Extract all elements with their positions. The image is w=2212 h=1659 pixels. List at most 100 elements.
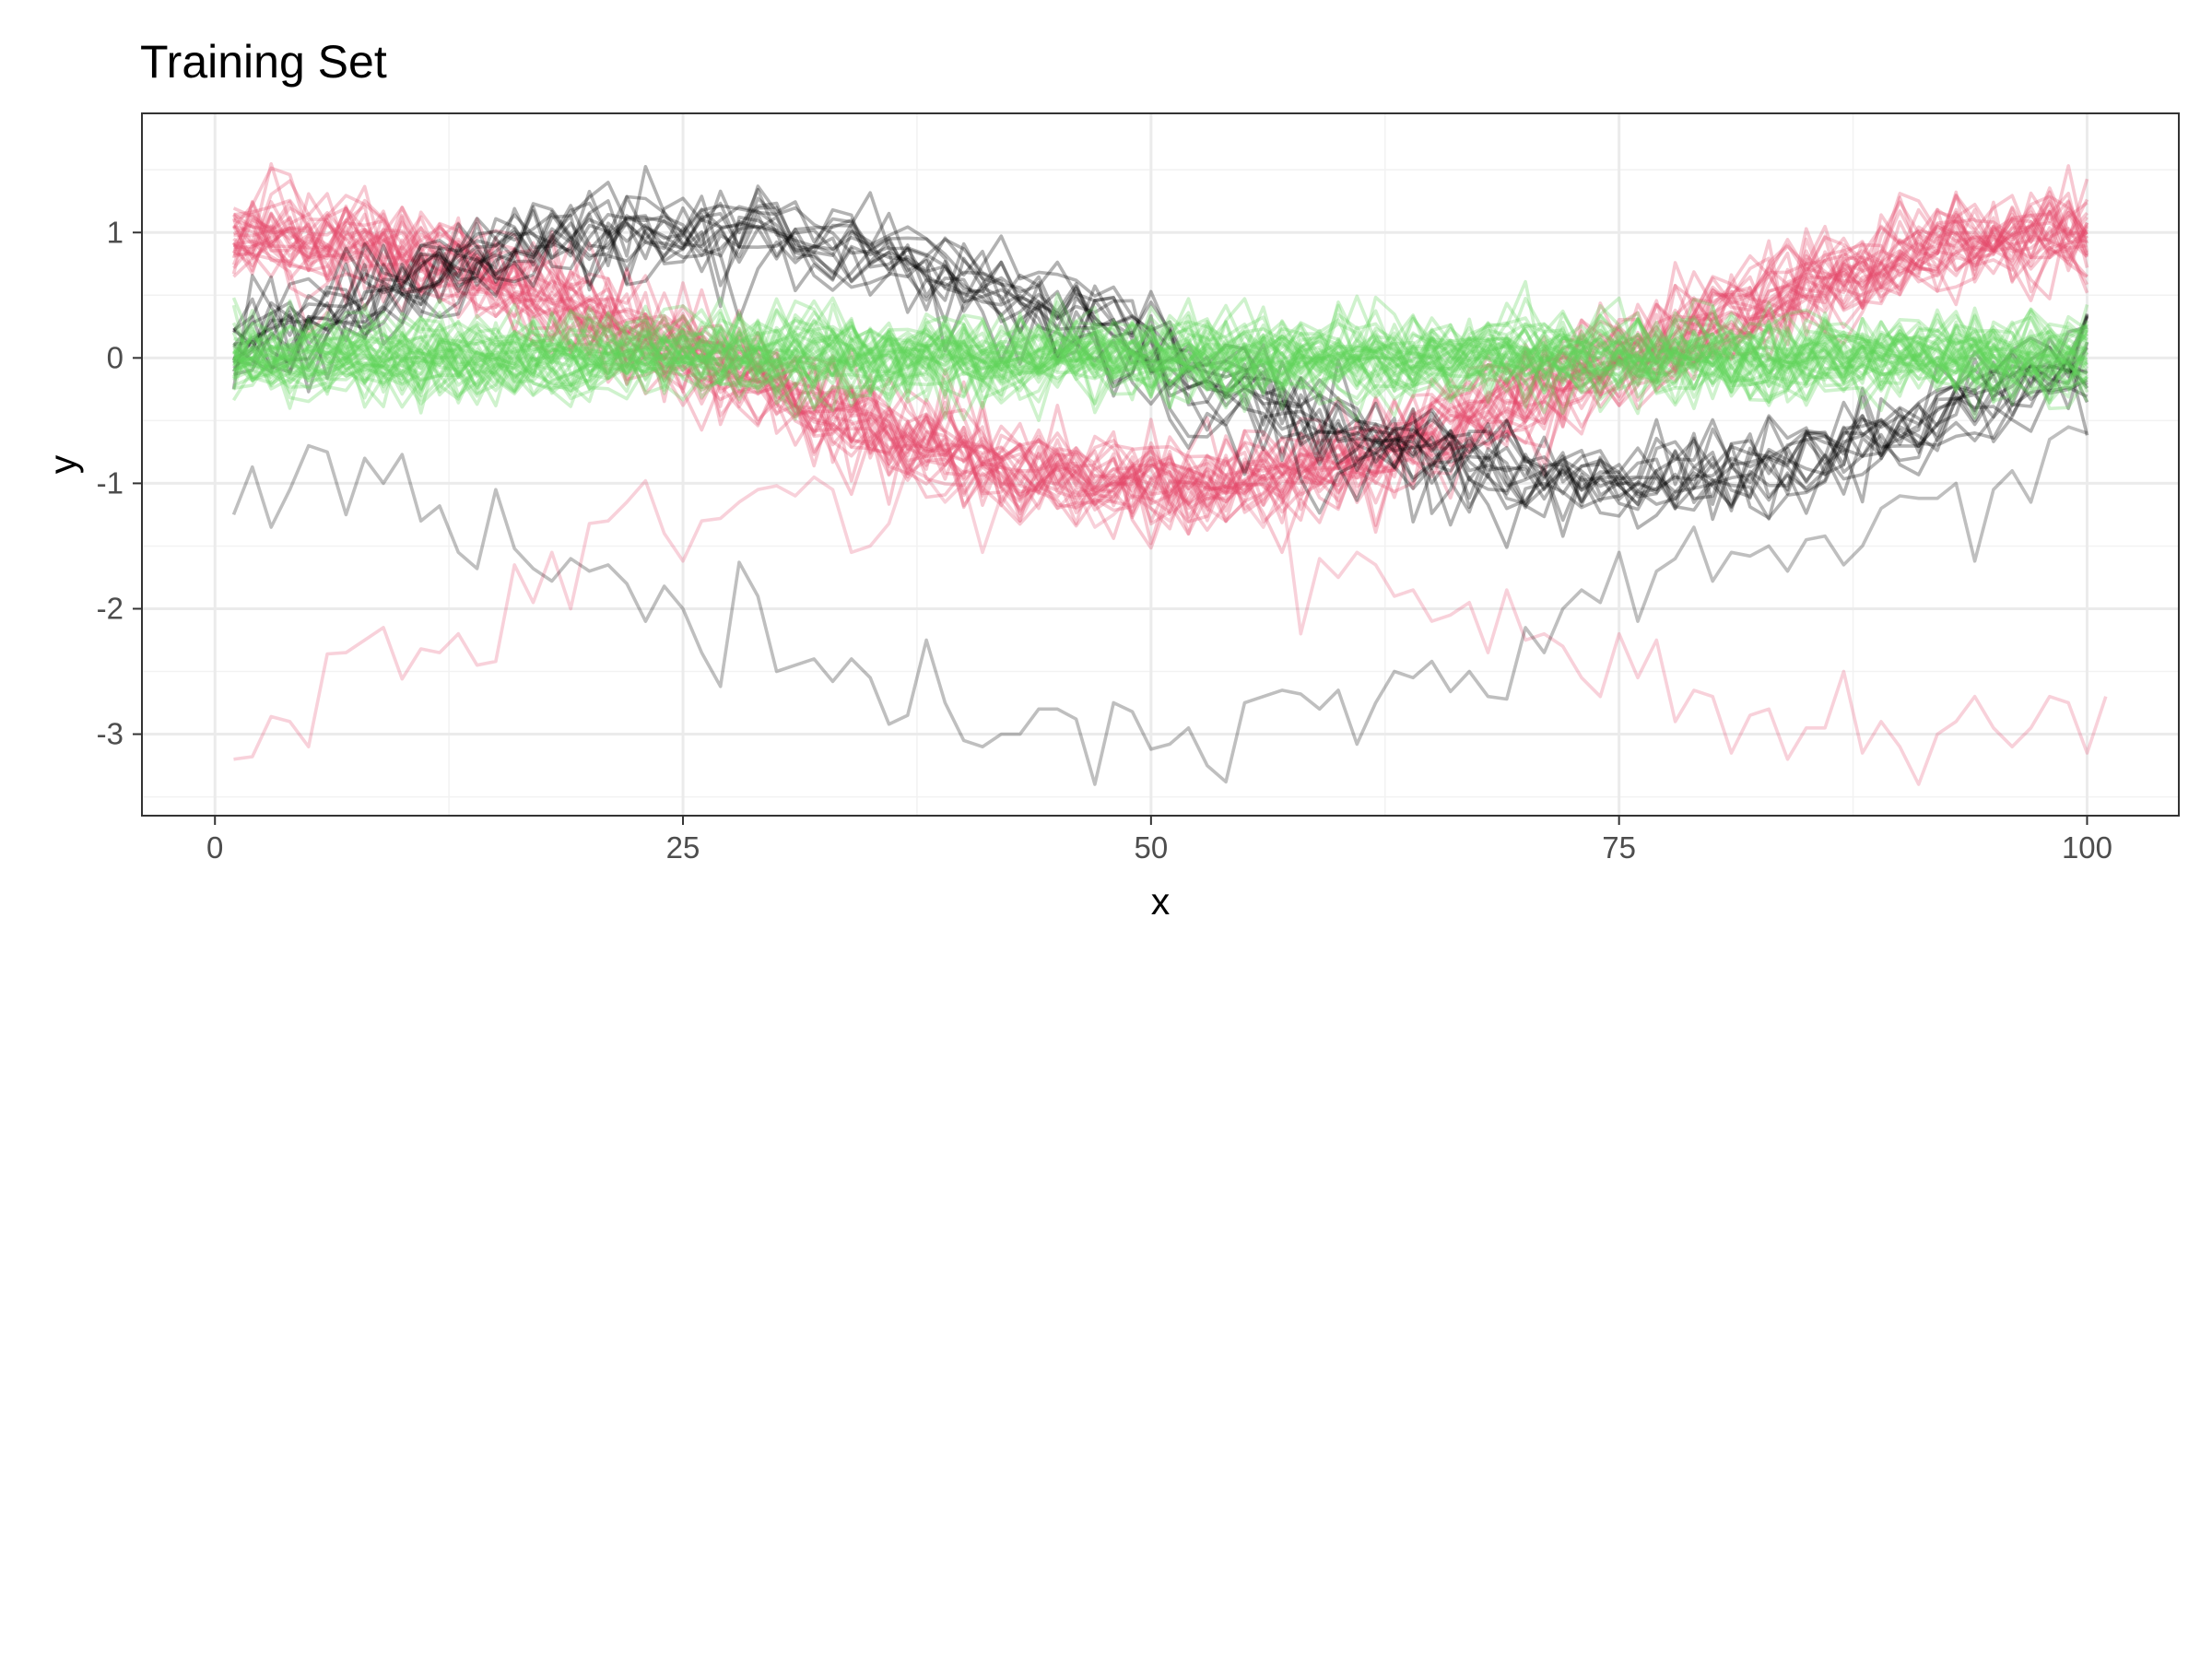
series-line-group-1 bbox=[233, 210, 2088, 508]
series-line-group-3 bbox=[233, 324, 2088, 422]
outlier-series-line-2 bbox=[231, 425, 2088, 786]
series-line-group-1 bbox=[233, 199, 2088, 524]
series-line-group-3 bbox=[232, 297, 2088, 415]
series-line-group-1 bbox=[231, 199, 2088, 535]
series-line-group-3 bbox=[231, 296, 2088, 399]
series-line-group-2 bbox=[232, 194, 2088, 521]
series-line-group-2 bbox=[232, 165, 2089, 511]
series-line-group-2 bbox=[232, 209, 2088, 512]
plot-panel-background bbox=[142, 113, 2179, 816]
x-tick-label: 50 bbox=[1134, 830, 1168, 865]
series-line-group-3 bbox=[232, 308, 2088, 407]
series-line-group-3 bbox=[231, 307, 2089, 399]
plot-panel-border bbox=[141, 112, 2180, 817]
series-line-group-3 bbox=[232, 313, 2088, 398]
series-line-group-1 bbox=[232, 192, 2088, 507]
series-line-group-1 bbox=[233, 217, 2089, 535]
series-line-group-3 bbox=[232, 298, 2088, 410]
series-line-group-3 bbox=[232, 305, 2089, 405]
y-tick-label: -3 bbox=[97, 717, 124, 751]
series-line-group-3 bbox=[231, 296, 2088, 400]
series-line-group-3 bbox=[231, 304, 2089, 412]
series-line-group-2 bbox=[232, 194, 2089, 515]
x-tick-label: 100 bbox=[2062, 830, 2112, 865]
series-line-group-3 bbox=[232, 311, 2088, 407]
series-line-group-3 bbox=[231, 297, 2089, 386]
series-line-group-3 bbox=[232, 297, 2088, 388]
series-line-group-3 bbox=[233, 299, 2088, 402]
series-line-group-3 bbox=[231, 318, 2088, 414]
series-line-group-1 bbox=[232, 204, 2088, 512]
series-line-group-3 bbox=[231, 312, 2088, 422]
series-line-group-1 bbox=[231, 178, 2089, 514]
x-axis-title: x bbox=[1151, 880, 1171, 923]
series-line-group-3 bbox=[232, 329, 2089, 410]
series-line-group-3 bbox=[233, 297, 2088, 404]
series-line-group-1 bbox=[233, 191, 2089, 518]
series-line-group-1 bbox=[233, 200, 2089, 526]
series-line-group-1 bbox=[231, 192, 2089, 526]
series-line-group-3 bbox=[231, 298, 2088, 384]
series-line-group-1 bbox=[232, 206, 2089, 524]
y-tick-label: 0 bbox=[107, 340, 124, 374]
y-axis-title: y bbox=[41, 454, 84, 474]
series-line-group-1 bbox=[233, 198, 2088, 511]
series-line-group-2 bbox=[233, 205, 2088, 522]
chart-title: Training Set bbox=[140, 36, 387, 88]
series-line-group-1 bbox=[231, 194, 2088, 514]
series-line-group-3 bbox=[232, 318, 2089, 421]
series-line-group-1 bbox=[232, 186, 2088, 540]
series-line-group-3 bbox=[233, 317, 2089, 406]
axes: 0 25 50 75 100 -3 -2 -1 0 1 bbox=[97, 215, 2112, 865]
series-line-group-3 bbox=[232, 311, 2088, 408]
x-tick-label: 75 bbox=[1602, 830, 1636, 865]
series-line-group-3 bbox=[232, 312, 2088, 418]
series-line-group-1 bbox=[231, 212, 2089, 554]
series-line-group-3 bbox=[232, 315, 2088, 415]
grid-lines bbox=[142, 113, 2179, 816]
series-line-group-2 bbox=[231, 201, 2089, 506]
y-tick-label: -1 bbox=[97, 465, 124, 500]
series-line-group-1 bbox=[232, 190, 2088, 519]
series-line-group-2 bbox=[233, 181, 2088, 498]
series-line-group-1 bbox=[233, 206, 2089, 508]
series-line-group-1 bbox=[232, 193, 2089, 511]
series-line-group-1 bbox=[231, 164, 2089, 531]
series-line-group-2 bbox=[231, 214, 2088, 549]
outlier-series-line-1 bbox=[233, 466, 2108, 786]
series-line-group-3 bbox=[232, 306, 2089, 421]
series-line-group-3 bbox=[231, 295, 2088, 391]
series-line-group-3 bbox=[232, 311, 2088, 404]
series-line-group-3 bbox=[231, 314, 2088, 408]
series-line-group-2 bbox=[232, 206, 2089, 520]
series-line-group-1 bbox=[232, 205, 2088, 512]
series-line-group-3 bbox=[232, 315, 2088, 401]
series-line-group-1 bbox=[232, 166, 2089, 488]
series-line-group-2 bbox=[231, 202, 2089, 538]
series-line-group-3 bbox=[231, 292, 2088, 391]
series-line-group-1 bbox=[232, 209, 2089, 546]
series-line-group-3 bbox=[231, 316, 2088, 409]
y-tick-label: -2 bbox=[97, 591, 124, 625]
series-line-group-1 bbox=[233, 216, 2088, 536]
series-line-group-2 bbox=[231, 184, 2089, 506]
series-line-group-3 bbox=[232, 294, 2088, 406]
series-line-group-3 bbox=[233, 301, 2088, 394]
series-line-group-2 bbox=[232, 196, 2088, 530]
series-line-group-3 bbox=[232, 314, 2088, 416]
y-tick-label: 1 bbox=[107, 215, 124, 249]
series-line-group-1 bbox=[232, 192, 2089, 524]
series-line-group-1 bbox=[232, 190, 2088, 550]
x-tick-label: 0 bbox=[206, 830, 223, 865]
x-tick-label: 25 bbox=[666, 830, 700, 865]
series-line-group-1 bbox=[231, 200, 2088, 532]
series-line-group-3 bbox=[232, 319, 2088, 401]
series-line-group-2 bbox=[232, 189, 2089, 507]
series-line-group-3 bbox=[232, 302, 2088, 389]
series-line-group-3 bbox=[232, 314, 2089, 411]
series-line-group-2 bbox=[232, 191, 2088, 501]
series-line-group-3 bbox=[233, 311, 2088, 412]
series-line-group-3 bbox=[232, 279, 2089, 406]
series-line-group-1 bbox=[233, 207, 2089, 528]
